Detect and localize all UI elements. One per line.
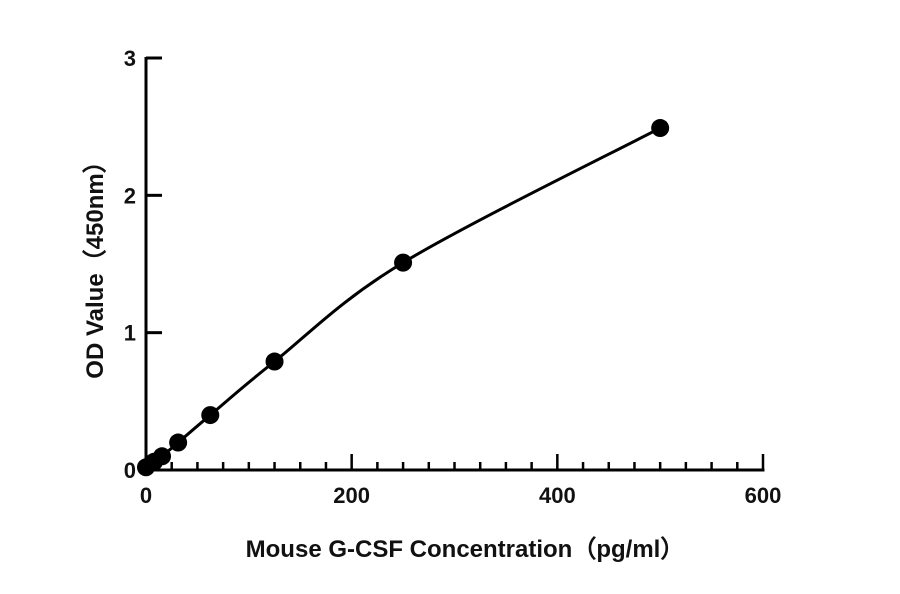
y-tick-label: 2: [124, 183, 136, 208]
data-point: [153, 447, 172, 466]
y-tick-label: 3: [124, 46, 136, 71]
data-point: [651, 119, 670, 138]
data-point: [265, 352, 284, 371]
x-axis-title: Mouse G-CSF Concentration（pg/ml）: [246, 536, 685, 563]
data-point: [201, 406, 220, 425]
y-tick-label: 1: [124, 321, 136, 346]
y-axis-title: OD Value（450nm）: [82, 149, 109, 378]
x-tick-label: 200: [333, 483, 370, 508]
y-tick-label: 0: [124, 458, 136, 483]
fit-curve: [145, 126, 661, 469]
data-points: [137, 119, 670, 477]
x-axis: 0 200 400 600: [140, 454, 781, 508]
x-tick-label: 400: [539, 483, 576, 508]
plot-area: 0 200 400 600 0 1 2 3: [124, 46, 782, 508]
x-tick-label: 0: [140, 483, 152, 508]
data-point: [169, 433, 188, 452]
data-point: [394, 253, 413, 272]
y-axis: 0 1 2 3: [124, 46, 162, 483]
x-tick-label: 600: [745, 483, 782, 508]
